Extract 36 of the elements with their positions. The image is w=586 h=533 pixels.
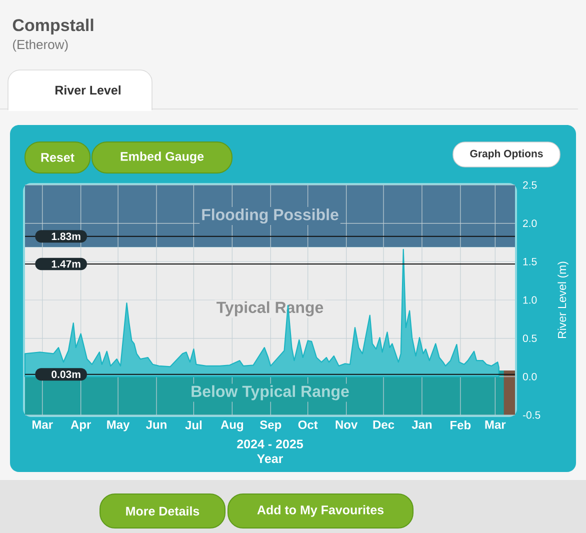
- y-tick-label: 1.5: [523, 258, 537, 266]
- x-axis-title: Year: [257, 454, 284, 464]
- x-tick-label: Aug: [220, 420, 244, 432]
- x-tick-label: Feb: [450, 420, 471, 430]
- x-tick-label: Jan: [412, 420, 432, 429]
- x-tick-label: Mar: [485, 420, 506, 429]
- text: Graph Options: [470, 150, 543, 160]
- chart-title: Compstall: [12, 18, 94, 35]
- x-tick-label: May: [107, 420, 130, 432]
- x-tick-label: Apr: [70, 420, 91, 432]
- ref-line-label: 1.47m: [52, 260, 80, 268]
- y-tick-label: 2.5: [523, 181, 537, 189]
- x-tick-label: Jun: [146, 420, 166, 429]
- x-tick-label: Sep: [260, 420, 282, 432]
- y-tick-label: 0.5: [522, 334, 537, 342]
- x-tick-label: Nov: [336, 420, 358, 429]
- chart-subtitle: (Etherow): [13, 40, 68, 52]
- text: Reset: [41, 153, 74, 162]
- x-tick-label: Oct: [298, 420, 318, 430]
- text: Embed Gauge: [120, 152, 204, 164]
- x-tick-label: Mar: [32, 420, 53, 429]
- y-tick-label: 2.0: [523, 220, 537, 228]
- text: River Level: [55, 85, 120, 95]
- band-label: Below Typical Range: [192, 385, 349, 400]
- x-tick-label: Jul: [185, 420, 202, 430]
- ref-line-label: 0.03m: [52, 370, 80, 378]
- y-tick-label: 1.0: [523, 296, 537, 304]
- y-axis-title: River Level (m): [558, 262, 568, 338]
- text: More Details: [126, 506, 200, 516]
- band-label: Flooding Possible: [202, 208, 338, 224]
- y-tick-label: -0.5: [522, 411, 540, 419]
- ref-line-label: 1.83m: [52, 232, 80, 240]
- text: 2024 - 2025: [237, 440, 303, 448]
- x-tick-label: Dec: [373, 420, 394, 429]
- text: Add to My Favourites: [257, 505, 384, 517]
- y-tick-label: 0.0: [522, 372, 537, 380]
